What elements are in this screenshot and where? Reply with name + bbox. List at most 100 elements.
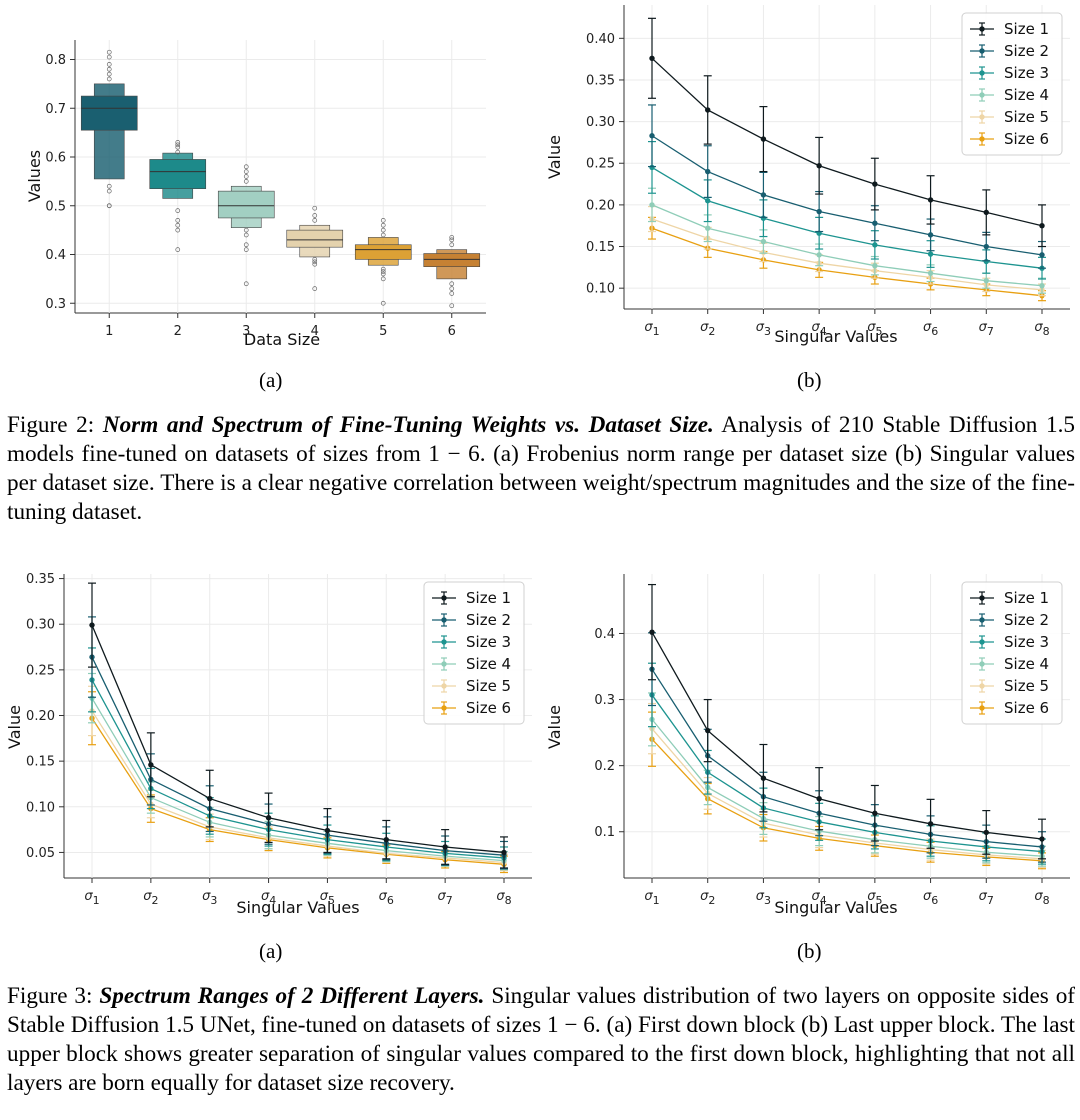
outlier-point <box>312 259 318 265</box>
legend-label: Size 3 <box>1004 64 1049 82</box>
outlier-point <box>106 188 112 194</box>
figure2-caption-body: Analysis of 210 Stable Diffusion 1.5 mod… <box>7 412 1075 525</box>
data-point <box>705 168 711 175</box>
figure3-caption-prefix: Figure 3: <box>7 983 93 1009</box>
outlier-point <box>106 203 112 209</box>
legend-label: Size 2 <box>1004 42 1049 60</box>
x-tick-label: σ4 <box>261 889 276 907</box>
legend-marker <box>979 683 985 689</box>
x-tick-label: σ2 <box>143 889 158 907</box>
x-tick-label: σ8 <box>496 889 511 907</box>
series-line <box>91 717 505 865</box>
y-tick-label: 0.35 <box>26 572 55 587</box>
x-tick-label: 3 <box>242 324 250 339</box>
outlier-point <box>312 205 318 211</box>
y-tick-label: 0.40 <box>586 32 615 47</box>
outlier-point <box>312 218 318 223</box>
x-tick-label: σ2 <box>700 889 715 907</box>
outlier-point <box>175 247 181 252</box>
x-tick-label: σ3 <box>756 889 771 907</box>
x-tick-label: σ5 <box>320 889 335 907</box>
data-point <box>1039 252 1045 258</box>
x-tick-label: σ5 <box>867 889 882 907</box>
series-line <box>651 204 1043 287</box>
x-tick-label: 6 <box>448 324 456 339</box>
outlier-point <box>312 261 318 267</box>
x-tick-label: σ4 <box>812 889 827 907</box>
series-line <box>651 57 1043 227</box>
figure3-panel-a: 0.05 0.10 0.15 0.20 0.25 0.30 0.35 Singular Val… <box>0 572 540 934</box>
figure3-panel-a-label: (a) <box>259 939 283 963</box>
outlier-point <box>243 227 249 233</box>
legend-label: Size 4 <box>1004 655 1049 673</box>
data-point <box>1039 282 1045 289</box>
outlier-point <box>380 276 386 282</box>
outlier-point <box>175 140 181 145</box>
outlier-point <box>449 303 455 309</box>
legend-marker <box>979 114 985 120</box>
x-axis-label: Singular Values <box>236 898 359 917</box>
data-point <box>705 107 711 113</box>
outlier-point <box>312 286 318 291</box>
y-axis-label: Value <box>545 705 564 749</box>
data-point <box>927 270 934 276</box>
outlier-point <box>312 257 318 262</box>
legend-label: Size 4 <box>466 655 511 673</box>
boxen-group-2 <box>149 140 207 252</box>
boxen-group-6 <box>423 235 481 309</box>
legend-box <box>961 12 1063 156</box>
y-tick-label: 0.7 <box>45 102 66 117</box>
series-line <box>651 631 1043 840</box>
legend-marker <box>441 617 447 623</box>
data-point <box>927 232 934 238</box>
x-tick-label: σ8 <box>1034 889 1049 907</box>
x-axis-label: Singular Values <box>774 898 897 917</box>
data-point <box>927 821 934 827</box>
data-point <box>816 795 822 802</box>
outlier-point <box>380 222 386 228</box>
x-tick-label: σ6 <box>923 889 938 907</box>
series-line <box>651 718 1043 857</box>
y-tick-label: 0.3 <box>45 297 66 312</box>
y-tick-label: 0.15 <box>26 755 55 770</box>
figure3-first-down-block-chart: 0.05 0.10 0.15 0.20 0.25 0.30 0.35 Singular Val… <box>5 572 532 917</box>
figure2-panel-b-label: (b) <box>797 368 822 392</box>
figure3-caption-body: Singular values distribution of two laye… <box>7 983 1076 1096</box>
series-line <box>651 738 1043 862</box>
outlier-point <box>243 169 249 174</box>
x-tick-label: σ1 <box>84 889 99 907</box>
y-tick-label: 0.5 <box>45 199 66 214</box>
y-tick-label: 0.15 <box>586 240 615 255</box>
legend-label: Size 6 <box>1004 130 1049 148</box>
legend-label: Size 6 <box>466 699 511 717</box>
legend-label: Size 2 <box>466 611 511 629</box>
y-tick-label: 0.20 <box>26 709 55 724</box>
data-point <box>649 133 655 139</box>
outlier-point <box>106 183 112 189</box>
data-point <box>983 277 989 284</box>
outlier-point <box>175 144 181 150</box>
y-tick-label: 0.6 <box>45 151 66 166</box>
data-point <box>324 827 331 834</box>
legend-marker <box>979 705 985 711</box>
x-tick-label: σ7 <box>979 889 994 907</box>
y-axis-label: Values <box>25 150 44 202</box>
legend-label: Size 1 <box>466 589 511 607</box>
y-tick-label: 0.35 <box>586 73 615 88</box>
outlier-point <box>243 174 249 179</box>
legend-label: Size 3 <box>466 633 511 651</box>
figure2-caption: Figure 2: Norm and Spectrum of Fine-Tuni… <box>7 411 1075 527</box>
data-point <box>207 795 213 802</box>
data-point <box>816 252 822 258</box>
boxen-group-4 <box>286 205 344 291</box>
outlier-point <box>380 266 386 272</box>
figure3-caption-title: Spectrum Ranges of 2 Different Layers. <box>99 983 485 1009</box>
x-tick-label: σ7 <box>979 320 994 338</box>
x-tick-label: σ2 <box>700 320 715 338</box>
y-tick-label: 0.30 <box>586 115 615 130</box>
legend-marker <box>979 639 985 645</box>
x-axis-label: Data Size <box>244 330 320 349</box>
data-point <box>983 829 989 836</box>
x-tick-label: 2 <box>174 324 182 339</box>
figure2-panel-a-label: (a) <box>259 368 283 392</box>
